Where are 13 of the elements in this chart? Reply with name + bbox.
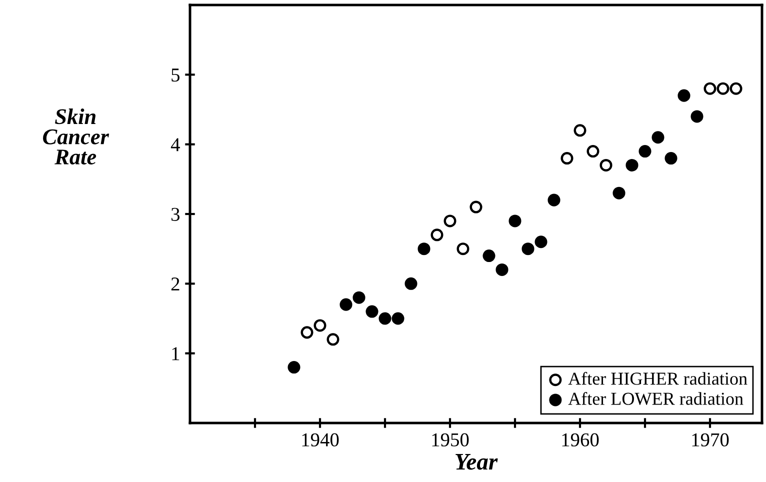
y-tick-label: 3 (171, 208, 180, 221)
y-tick-label: 4 (170, 138, 180, 152)
x-axis-title: Year (456, 454, 498, 470)
y-tick-label: 2 (171, 278, 180, 290)
legend-label: After HIGHER radiation (568, 372, 748, 385)
x-tick-label: 1950 (432, 433, 469, 446)
x-tick-label: 1940 (302, 433, 339, 446)
x-tick-label: 1970 (692, 433, 729, 446)
y-axis-title: Skin Cancer Rate (43, 108, 110, 164)
legend-label: After LOWER radiation (568, 392, 744, 405)
y-tick-label: 1 (172, 347, 180, 360)
x-tick-label: 1960 (562, 433, 599, 446)
y-tick-label: 5 (172, 68, 180, 82)
